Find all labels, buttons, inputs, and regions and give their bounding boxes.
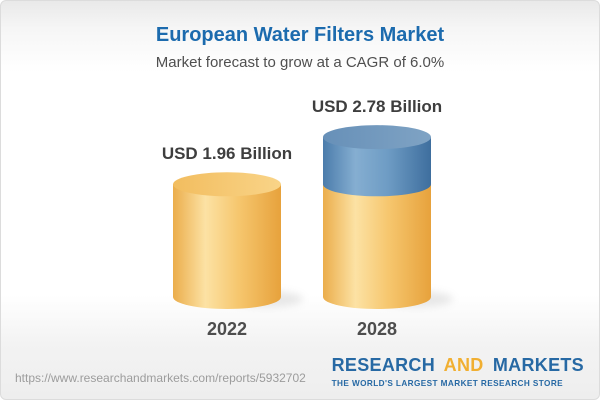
logo-word-markets: MARKETS — [492, 355, 584, 375]
cylinder-segment-blue — [323, 137, 431, 197]
cylinder-top-face — [323, 125, 431, 150]
logo-tagline: THE WORLD'S LARGEST MARKET RESEARCH STOR… — [331, 378, 564, 388]
report-url[interactable]: https://www.researchandmarkets.com/repor… — [15, 371, 306, 385]
research-and-markets-logo: RESEARCH AND MARKETS THE WORLD'S LARGEST… — [331, 355, 584, 388]
cylinder-top-face — [173, 172, 281, 197]
page-title: European Water Filters Market — [155, 24, 445, 46]
category-label-2028: 2028 — [356, 319, 398, 339]
value-label-2028: USD 2.78 Billion — [311, 97, 443, 117]
cylinder-2022 — [173, 172, 303, 309]
cylinder-segment-gold — [173, 184, 281, 309]
cylinder-segment-gold — [323, 184, 431, 309]
logo-word-and: AND — [443, 355, 484, 375]
logo-word-research: RESEARCH — [331, 355, 436, 375]
value-label-2022: USD 1.96 Billion — [161, 144, 293, 164]
logo-wordmark: RESEARCH AND MARKETS — [331, 355, 584, 376]
category-label-2022: 2022 — [206, 319, 248, 339]
cylinder-2028 — [323, 125, 453, 309]
chart-subtitle: Market forecast to grow at a CAGR of 6.0… — [155, 54, 445, 71]
